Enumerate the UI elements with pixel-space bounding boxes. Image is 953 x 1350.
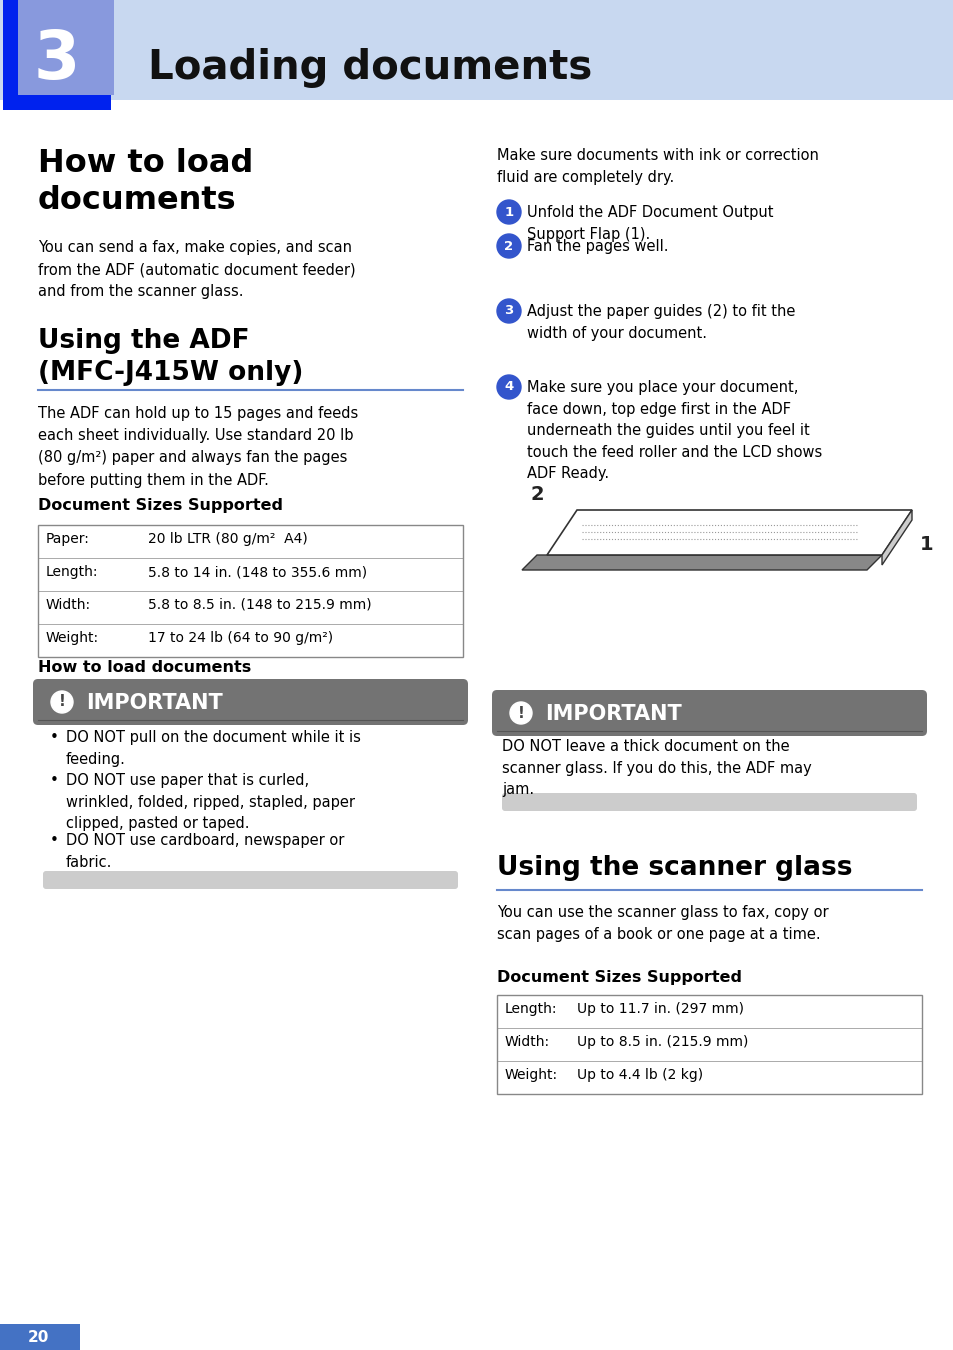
Text: Width:: Width: <box>46 598 91 612</box>
Text: 20: 20 <box>28 1330 49 1345</box>
Text: Fan the pages well.: Fan the pages well. <box>526 239 668 254</box>
Text: DO NOT use cardboard, newspaper or
fabric.: DO NOT use cardboard, newspaper or fabri… <box>66 833 344 869</box>
Text: Make sure you place your document,
face down, top edge first in the ADF
undernea: Make sure you place your document, face … <box>526 379 821 482</box>
Text: Document Sizes Supported: Document Sizes Supported <box>38 498 283 513</box>
Text: 4: 4 <box>504 381 513 393</box>
FancyBboxPatch shape <box>43 871 457 890</box>
Text: 1: 1 <box>504 205 513 219</box>
Text: 1: 1 <box>920 536 933 555</box>
Text: 2: 2 <box>504 239 513 252</box>
Text: You can send a fax, make copies, and scan
from the ADF (automatic document feede: You can send a fax, make copies, and sca… <box>38 240 355 300</box>
Text: 17 to 24 lb (64 to 90 g/m²): 17 to 24 lb (64 to 90 g/m²) <box>148 630 333 645</box>
Text: 3: 3 <box>34 27 80 93</box>
Circle shape <box>510 702 532 724</box>
Bar <box>0 1324 80 1350</box>
Text: The ADF can hold up to 15 pages and feeds
each sheet individually. Use standard : The ADF can hold up to 15 pages and feed… <box>38 406 358 487</box>
Text: •: • <box>50 730 59 745</box>
Circle shape <box>497 298 520 323</box>
Text: Length:: Length: <box>46 566 98 579</box>
Text: How to load: How to load <box>38 148 253 180</box>
Text: documents: documents <box>38 185 236 216</box>
Text: IMPORTANT: IMPORTANT <box>544 703 681 724</box>
Text: DO NOT pull on the document while it is
feeding.: DO NOT pull on the document while it is … <box>66 730 360 767</box>
Polygon shape <box>521 555 882 570</box>
Polygon shape <box>546 510 911 555</box>
Text: IMPORTANT: IMPORTANT <box>86 693 222 713</box>
Text: !: ! <box>58 694 66 710</box>
Text: •: • <box>50 774 59 788</box>
Text: How to load documents: How to load documents <box>38 660 251 675</box>
Text: Document Sizes Supported: Document Sizes Supported <box>497 971 741 986</box>
Text: Length:: Length: <box>504 1002 557 1017</box>
FancyBboxPatch shape <box>492 690 926 736</box>
Text: Up to 8.5 in. (215.9 mm): Up to 8.5 in. (215.9 mm) <box>577 1035 747 1049</box>
Text: Up to 11.7 in. (297 mm): Up to 11.7 in. (297 mm) <box>577 1002 743 1017</box>
Text: 5.8 to 14 in. (148 to 355.6 mm): 5.8 to 14 in. (148 to 355.6 mm) <box>148 566 367 579</box>
Text: 3: 3 <box>504 305 513 317</box>
Bar <box>0 0 953 18</box>
Text: Up to 4.4 lb (2 kg): Up to 4.4 lb (2 kg) <box>577 1068 702 1081</box>
Text: Loading documents: Loading documents <box>148 49 592 88</box>
Text: Paper:: Paper: <box>46 532 90 545</box>
Text: Adjust the paper guides (2) to fit the
width of your document.: Adjust the paper guides (2) to fit the w… <box>526 304 795 340</box>
Circle shape <box>497 200 520 224</box>
Text: 5.8 to 8.5 in. (148 to 215.9 mm): 5.8 to 8.5 in. (148 to 215.9 mm) <box>148 598 372 612</box>
Text: 20 lb LTR (80 g/m²  A4): 20 lb LTR (80 g/m² A4) <box>148 532 308 545</box>
FancyBboxPatch shape <box>501 792 916 811</box>
Circle shape <box>497 234 520 258</box>
Bar <box>18 0 113 95</box>
Text: You can use the scanner glass to fax, copy or
scan pages of a book or one page a: You can use the scanner glass to fax, co… <box>497 904 828 942</box>
Text: Weight:: Weight: <box>504 1068 558 1081</box>
Text: Make sure documents with ink or correction
fluid are completely dry.: Make sure documents with ink or correcti… <box>497 148 818 185</box>
Text: Unfold the ADF Document Output
Support Flap (1).: Unfold the ADF Document Output Support F… <box>526 205 773 242</box>
Bar <box>0 18 953 100</box>
Text: Using the scanner glass: Using the scanner glass <box>497 855 852 882</box>
Bar <box>497 995 921 1094</box>
Text: Width:: Width: <box>504 1035 550 1049</box>
Text: !: ! <box>517 706 524 721</box>
Circle shape <box>497 375 520 400</box>
Circle shape <box>51 691 73 713</box>
Bar <box>38 525 462 657</box>
Text: Using the ADF: Using the ADF <box>38 328 250 354</box>
Text: (MFC-J415W only): (MFC-J415W only) <box>38 360 303 386</box>
Text: •: • <box>50 833 59 848</box>
Text: 2: 2 <box>530 486 543 505</box>
FancyBboxPatch shape <box>33 679 468 725</box>
Text: Weight:: Weight: <box>46 630 99 645</box>
Text: DO NOT leave a thick document on the
scanner glass. If you do this, the ADF may
: DO NOT leave a thick document on the sca… <box>501 738 811 798</box>
Polygon shape <box>882 510 911 566</box>
Text: DO NOT use paper that is curled,
wrinkled, folded, ripped, stapled, paper
clippe: DO NOT use paper that is curled, wrinkle… <box>66 774 355 832</box>
Bar <box>3 0 111 109</box>
